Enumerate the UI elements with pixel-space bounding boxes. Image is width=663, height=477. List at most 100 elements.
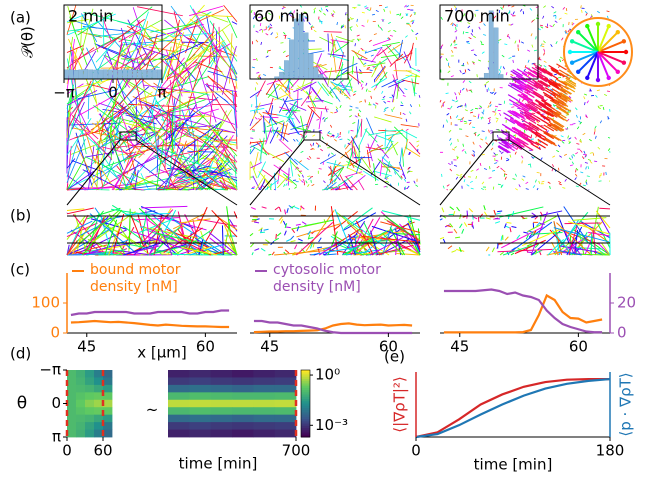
fiber bbox=[477, 133, 480, 137]
fiber bbox=[551, 68, 563, 76]
fiber bbox=[513, 76, 525, 84]
fiber bbox=[148, 233, 162, 256]
fiber bbox=[555, 41, 558, 45]
fiber bbox=[341, 78, 353, 94]
fiber bbox=[129, 213, 145, 247]
fiber bbox=[384, 161, 391, 179]
fiber bbox=[552, 155, 556, 158]
fiber bbox=[277, 174, 290, 189]
heat-cell bbox=[85, 392, 95, 401]
x-tick-label: 180 bbox=[596, 442, 625, 460]
fiber bbox=[531, 101, 542, 109]
fiber bbox=[260, 248, 266, 252]
fiber bbox=[606, 15, 609, 19]
fiber bbox=[415, 184, 419, 187]
fiber bbox=[323, 12, 326, 16]
fiber bbox=[66, 28, 87, 32]
fiber bbox=[543, 40, 546, 44]
fiber bbox=[553, 73, 557, 76]
fiber bbox=[386, 37, 390, 41]
fiber bbox=[337, 175, 354, 187]
fiber bbox=[268, 12, 272, 16]
fiber bbox=[365, 82, 368, 86]
x-tick-label: 60 bbox=[569, 338, 588, 356]
fiber bbox=[527, 103, 538, 111]
colorbar-step bbox=[301, 401, 310, 404]
fiber bbox=[179, 218, 211, 224]
fiber bbox=[452, 211, 456, 217]
fiber bbox=[448, 129, 452, 133]
colorbar-step bbox=[301, 381, 310, 384]
fiber bbox=[538, 75, 550, 83]
fiber bbox=[560, 92, 571, 100]
fiber bbox=[310, 25, 314, 28]
fiber bbox=[511, 142, 523, 151]
fiber bbox=[555, 102, 567, 110]
fiber bbox=[269, 66, 273, 69]
fiber bbox=[564, 80, 575, 88]
fiber bbox=[389, 227, 405, 256]
series-line bbox=[443, 288, 603, 334]
fiber bbox=[540, 125, 544, 127]
colorbar-step bbox=[301, 428, 310, 431]
fiber bbox=[584, 11, 588, 14]
fiber bbox=[547, 181, 551, 184]
fiber bbox=[249, 107, 265, 112]
fiber bbox=[442, 185, 445, 189]
fiber bbox=[494, 162, 498, 164]
fiber bbox=[401, 148, 404, 167]
fiber bbox=[370, 95, 372, 99]
fiber bbox=[525, 188, 529, 190]
fiber bbox=[165, 49, 183, 97]
fiber bbox=[546, 139, 557, 147]
bar bbox=[279, 71, 284, 80]
fiber bbox=[206, 173, 238, 178]
fiber bbox=[315, 142, 319, 145]
fiber bbox=[339, 104, 342, 108]
fiber bbox=[192, 148, 225, 178]
fiber bbox=[179, 121, 222, 153]
fiber bbox=[450, 115, 452, 120]
fiber bbox=[574, 177, 577, 181]
fiber bbox=[66, 161, 95, 191]
fiber bbox=[300, 180, 304, 183]
fiber bbox=[283, 183, 286, 187]
fiber bbox=[298, 178, 302, 181]
fiber bbox=[376, 144, 389, 159]
fiber bbox=[372, 103, 376, 106]
fiber bbox=[282, 220, 287, 226]
fiber bbox=[499, 206, 544, 218]
fiber bbox=[550, 68, 562, 76]
fiber bbox=[534, 81, 546, 90]
fiber bbox=[462, 62, 465, 67]
fiber bbox=[520, 41, 524, 44]
colorbar-step bbox=[301, 416, 310, 420]
fiber bbox=[586, 100, 589, 104]
fiber bbox=[254, 117, 258, 120]
wheel-arrow-head bbox=[621, 60, 627, 65]
fiber bbox=[478, 26, 481, 30]
fiber bbox=[347, 138, 351, 141]
wheel-arrow bbox=[597, 51, 619, 73]
fiber bbox=[521, 155, 524, 159]
zoom-box bbox=[303, 131, 321, 141]
fiber bbox=[530, 134, 533, 138]
fiber bbox=[526, 124, 538, 132]
fiber bbox=[194, 237, 224, 256]
fiber bbox=[481, 181, 485, 185]
fiber bbox=[385, 175, 389, 178]
fiber bbox=[536, 123, 548, 131]
fiber bbox=[267, 49, 271, 52]
fiber bbox=[527, 71, 539, 79]
fiber bbox=[285, 183, 288, 186]
fiber bbox=[483, 34, 487, 36]
fiber bbox=[588, 138, 592, 142]
fiber bbox=[516, 99, 527, 107]
heat-cell bbox=[232, 422, 254, 430]
panel-label: (e) bbox=[384, 348, 405, 366]
fiber bbox=[480, 138, 484, 141]
panel-label: (a) bbox=[10, 9, 31, 27]
fiber bbox=[267, 83, 281, 99]
fiber bbox=[516, 234, 521, 240]
